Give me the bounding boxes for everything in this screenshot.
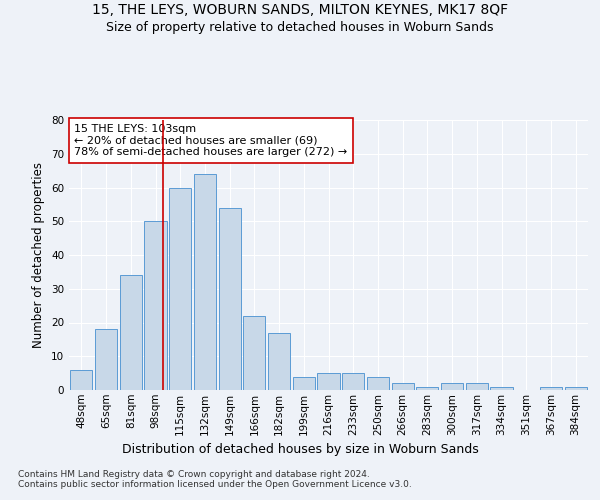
Bar [145,221,167,390]
Bar [317,373,340,390]
Y-axis label: Number of detached properties: Number of detached properties [32,162,46,348]
Bar [540,386,562,390]
Text: 15 THE LEYS: 103sqm
← 20% of detached houses are smaller (69)
78% of semi-detach: 15 THE LEYS: 103sqm ← 20% of detached ho… [74,124,347,157]
Bar [70,370,92,390]
Bar [367,376,389,390]
Text: Distribution of detached houses by size in Woburn Sands: Distribution of detached houses by size … [122,442,478,456]
Bar [490,386,512,390]
Bar [169,188,191,390]
Bar [342,373,364,390]
Bar [441,383,463,390]
Bar [416,386,439,390]
Bar [194,174,216,390]
Bar [268,332,290,390]
Bar [95,329,117,390]
Bar [243,316,265,390]
Bar [119,275,142,390]
Bar [218,208,241,390]
Bar [293,376,315,390]
Bar [565,386,587,390]
Text: Contains HM Land Registry data © Crown copyright and database right 2024.
Contai: Contains HM Land Registry data © Crown c… [18,470,412,490]
Text: Size of property relative to detached houses in Woburn Sands: Size of property relative to detached ho… [106,21,494,34]
Bar [466,383,488,390]
Text: 15, THE LEYS, WOBURN SANDS, MILTON KEYNES, MK17 8QF: 15, THE LEYS, WOBURN SANDS, MILTON KEYNE… [92,2,508,16]
Bar [392,383,414,390]
